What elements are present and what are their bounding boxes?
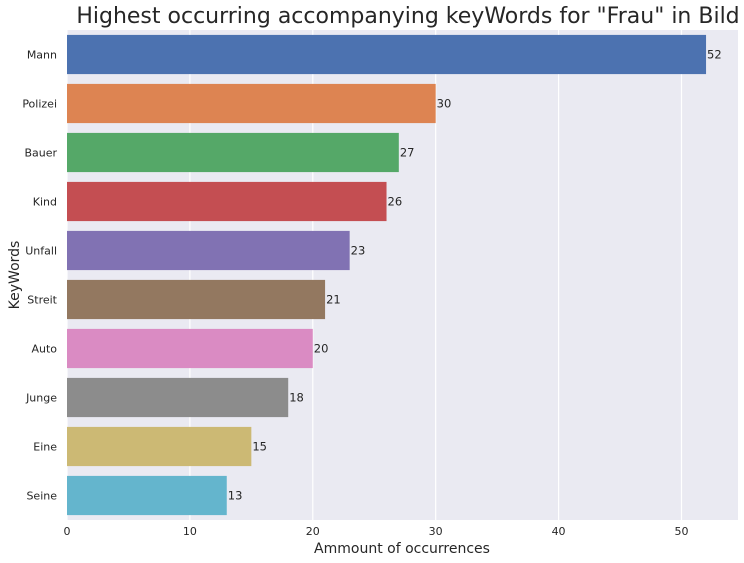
- bar-polizei: [67, 83, 436, 124]
- x-tick-label: 20: [306, 525, 320, 538]
- chart-title: Highest occurring accompanying keyWords …: [76, 4, 739, 29]
- data-label: 15: [252, 440, 267, 454]
- y-tick-label: Junge: [25, 392, 57, 405]
- y-tick-label: Polizei: [22, 98, 57, 111]
- y-tick-labels: Mann Polizei Bauer Kind Unfall Streit Auto Jung…: [22, 49, 57, 503]
- x-tick-label: 50: [674, 525, 688, 538]
- bar-streit: [67, 279, 326, 320]
- x-tick-label: 30: [429, 525, 443, 538]
- y-axis-label: KeyWords: [7, 241, 23, 310]
- bars: [67, 34, 707, 516]
- y-tick-label: Seine: [26, 490, 57, 503]
- y-tick-label: Bauer: [24, 147, 57, 160]
- x-tick-labels: 0 10 20 30 40 50: [64, 525, 689, 538]
- data-label: 18: [289, 391, 304, 405]
- data-label: 30: [437, 97, 452, 111]
- bar-bauer: [67, 132, 399, 173]
- bar-auto: [67, 328, 313, 369]
- y-tick-label: Auto: [31, 343, 57, 356]
- bar-kind: [67, 181, 387, 222]
- bar-eine: [67, 426, 252, 467]
- data-label: 27: [400, 146, 415, 160]
- x-tick-label: 40: [552, 525, 566, 538]
- data-label: 13: [228, 489, 243, 503]
- data-label: 20: [314, 342, 329, 356]
- y-tick-label: Kind: [33, 196, 57, 209]
- x-axis-label: Ammount of occurrences: [314, 541, 490, 557]
- bar-unfall: [67, 230, 350, 271]
- x-tick-label: 0: [64, 525, 71, 538]
- data-label: 21: [326, 293, 341, 307]
- data-label: 23: [351, 244, 366, 258]
- bar-seine: [67, 475, 227, 516]
- data-label: 52: [707, 48, 722, 62]
- y-tick-label: Eine: [33, 441, 57, 454]
- x-tick-label: 10: [183, 525, 197, 538]
- bar-junge: [67, 377, 289, 418]
- bar-mann: [67, 34, 707, 75]
- y-tick-label: Mann: [27, 49, 57, 62]
- data-label: 26: [388, 195, 403, 209]
- y-tick-label: Streit: [27, 294, 57, 307]
- data-labels: 52 30 27 26 23 21 20 18 15 13: [228, 48, 722, 503]
- y-tick-label: Unfall: [25, 245, 57, 258]
